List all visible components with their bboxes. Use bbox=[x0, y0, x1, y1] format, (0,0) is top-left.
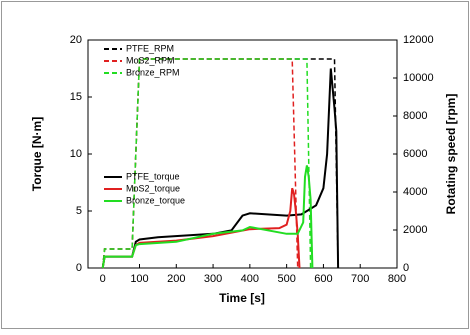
frame bbox=[1, 1, 469, 329]
x-tick-label: 700 bbox=[351, 273, 369, 285]
x-tick-label: 200 bbox=[167, 273, 185, 285]
y2-tick-label: 2000 bbox=[403, 224, 427, 236]
y2-tick-label: 6000 bbox=[403, 148, 427, 160]
x-tick-label: 800 bbox=[388, 273, 406, 285]
legend-label: Bronze_torque bbox=[126, 195, 185, 205]
legend-label: PTFE_torque bbox=[126, 171, 180, 181]
series-line bbox=[101, 165, 314, 269]
series-line bbox=[101, 58, 339, 269]
legend-label: PTFE_RPM bbox=[126, 43, 174, 53]
y-tick-label: 10 bbox=[70, 148, 82, 160]
x-tick-label: 300 bbox=[204, 273, 222, 285]
y-tick-label: 5 bbox=[76, 205, 82, 217]
y2-axis-label: Rotating speed [rpm] bbox=[444, 94, 458, 215]
y2-tick-label: 0 bbox=[403, 262, 409, 274]
x-tick-label: 600 bbox=[314, 273, 332, 285]
series-line bbox=[101, 68, 340, 269]
y-tick-label: 20 bbox=[70, 34, 82, 46]
y-tick-label: 0 bbox=[76, 262, 82, 274]
x-tick-label: 0 bbox=[100, 273, 106, 285]
legend-label: MoS2_RPM bbox=[126, 55, 175, 65]
x-axis-label: Time [s] bbox=[219, 291, 265, 305]
y2-tick-label: 4000 bbox=[403, 186, 427, 198]
legend-label: MoS2_torque bbox=[126, 183, 180, 193]
y-axis-label: Torque [N·m] bbox=[30, 117, 44, 191]
y-tick-label: 15 bbox=[70, 91, 82, 103]
y2-tick-label: 8000 bbox=[403, 110, 427, 122]
x-tick-label: 400 bbox=[241, 273, 259, 285]
series-line bbox=[101, 58, 299, 269]
y2-tick-label: 10000 bbox=[403, 72, 434, 84]
x-tick-label: 500 bbox=[277, 273, 295, 285]
y2-tick-label: 12000 bbox=[403, 34, 434, 46]
x-tick-label: 100 bbox=[130, 273, 148, 285]
legend-label: Bronze_RPM bbox=[126, 67, 180, 77]
